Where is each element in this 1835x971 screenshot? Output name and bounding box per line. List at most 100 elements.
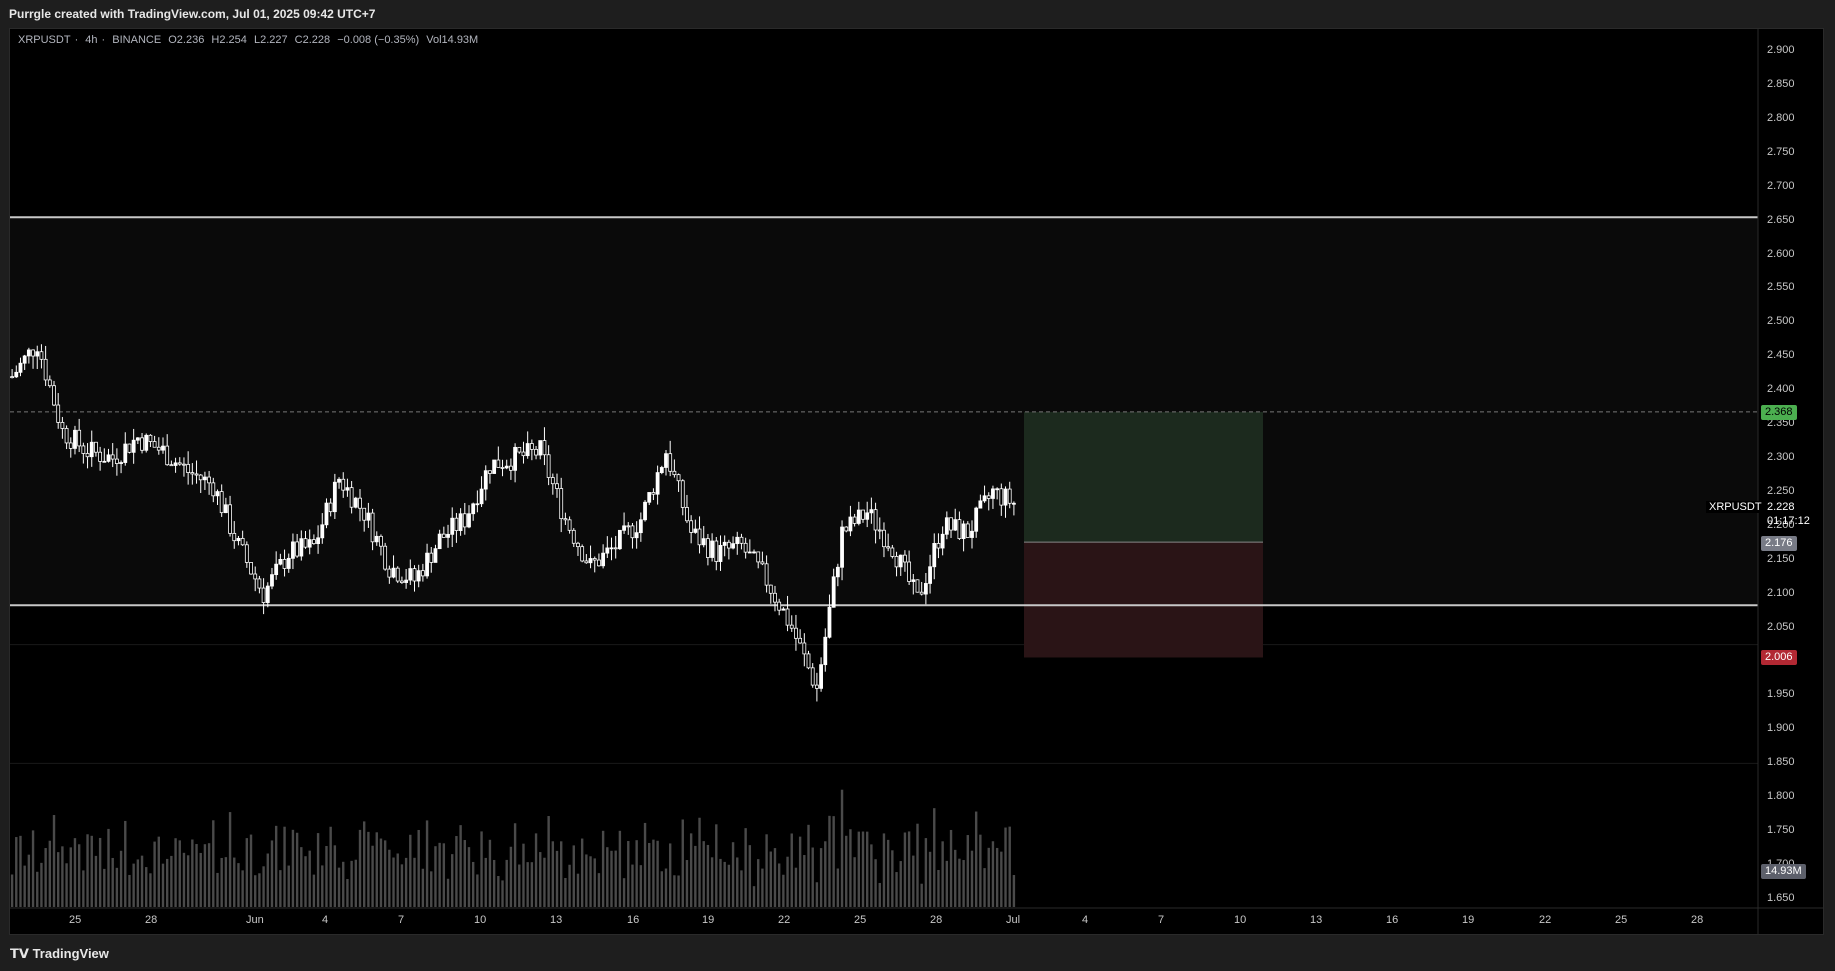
candle-body bbox=[559, 488, 564, 520]
candle-body bbox=[253, 573, 258, 580]
volume-bar bbox=[547, 816, 550, 907]
candle-body bbox=[311, 539, 316, 545]
candle-body bbox=[865, 512, 870, 520]
candle-body bbox=[349, 487, 354, 508]
candle-body bbox=[856, 509, 861, 524]
volume-bar bbox=[979, 834, 982, 907]
candle-body bbox=[404, 579, 409, 583]
candle-body bbox=[597, 559, 601, 567]
candle-body bbox=[932, 543, 937, 568]
volume-bar bbox=[342, 861, 345, 907]
candle-body bbox=[64, 428, 69, 444]
candle-body bbox=[257, 578, 262, 589]
candle-body bbox=[408, 568, 413, 581]
legend-interval[interactable]: 4h bbox=[85, 34, 98, 46]
time-tick-label: 4 bbox=[322, 914, 329, 926]
time-tick-label: 22 bbox=[778, 914, 791, 926]
volume-bar bbox=[736, 857, 739, 907]
price-tick-label: 2.800 bbox=[1767, 111, 1795, 124]
volume-bar bbox=[404, 857, 408, 907]
volume-bar bbox=[212, 820, 215, 907]
candle-body bbox=[89, 441, 94, 458]
price-tick-label: 2.500 bbox=[1767, 315, 1795, 328]
volume-bar bbox=[57, 852, 60, 907]
candle-body bbox=[81, 445, 86, 454]
candle-body bbox=[441, 533, 446, 538]
candle-body bbox=[643, 501, 647, 521]
volume-bar bbox=[388, 849, 391, 907]
volume-bar bbox=[367, 831, 370, 907]
candle-body bbox=[1007, 488, 1012, 504]
volume-bar bbox=[379, 838, 383, 907]
price-tick-label: 1.900 bbox=[1767, 722, 1795, 735]
candle-body bbox=[810, 667, 815, 686]
volume-bar bbox=[991, 841, 995, 907]
target-price-tag: 2.368 bbox=[1761, 405, 1797, 420]
candle-body bbox=[898, 554, 903, 568]
volume-bar bbox=[207, 843, 211, 907]
candle-body bbox=[94, 441, 98, 453]
price-tick-label: 2.850 bbox=[1767, 77, 1795, 90]
candle-body bbox=[127, 443, 132, 453]
volume-bar bbox=[656, 840, 659, 907]
volume-bar bbox=[203, 844, 207, 907]
volume-bar bbox=[589, 856, 592, 907]
volume-bar bbox=[891, 850, 894, 907]
legend-symbol[interactable]: XRPUSDT bbox=[18, 34, 71, 46]
volume-bar bbox=[924, 838, 928, 907]
volume-bar bbox=[702, 841, 705, 907]
volume-bar bbox=[438, 842, 441, 907]
volume-bar bbox=[530, 862, 534, 907]
candle-body bbox=[1003, 488, 1008, 506]
candle-body bbox=[240, 537, 245, 546]
volume-bar bbox=[811, 847, 814, 907]
volume-bar bbox=[694, 845, 697, 907]
candle-body bbox=[685, 507, 689, 522]
candle-body bbox=[903, 554, 907, 563]
volume-bar bbox=[199, 852, 202, 907]
volume-bar bbox=[849, 829, 852, 907]
price-tick-label: 1.650 bbox=[1767, 892, 1795, 904]
price-tick-label: 2.600 bbox=[1767, 247, 1795, 260]
candle-body bbox=[483, 470, 488, 490]
candle-body bbox=[647, 492, 652, 503]
candle-body bbox=[328, 502, 333, 513]
candle-body bbox=[471, 503, 476, 515]
volume-bar bbox=[1000, 851, 1003, 907]
candle-body bbox=[961, 523, 966, 539]
candle-body bbox=[693, 528, 698, 533]
candle-body bbox=[261, 587, 266, 603]
candle-body bbox=[400, 580, 404, 583]
volume-bar bbox=[970, 850, 974, 907]
volume-bar bbox=[304, 856, 307, 907]
volume-bar bbox=[480, 831, 483, 907]
candle-body bbox=[668, 453, 673, 472]
price-tick-label: 2.050 bbox=[1767, 620, 1795, 633]
current-symbol-label: XRPUSDT bbox=[1706, 501, 1765, 513]
candle-body bbox=[752, 551, 756, 554]
candle-body bbox=[35, 351, 40, 357]
candle-body bbox=[802, 642, 807, 655]
candle-body bbox=[659, 467, 664, 473]
candle-body bbox=[14, 371, 19, 378]
volume-bar bbox=[878, 882, 881, 907]
time-tick-label: 25 bbox=[854, 914, 867, 926]
candle-body bbox=[911, 579, 916, 582]
time-tick-label: 13 bbox=[1310, 914, 1323, 926]
volume-bar bbox=[534, 833, 538, 907]
price-tick-label: 2.250 bbox=[1767, 484, 1795, 497]
time-tick-label: Jul bbox=[1006, 914, 1021, 926]
legend-low: L2.227 bbox=[253, 34, 288, 46]
candle-body bbox=[785, 608, 790, 626]
tradingview-logo[interactable]: 𝗧𝗩 TradingView bbox=[10, 946, 109, 962]
loss-zone bbox=[1024, 542, 1263, 658]
time-tick-label: 28 bbox=[145, 914, 158, 926]
volume-bar bbox=[903, 832, 907, 907]
time-tick-label: 4 bbox=[1082, 914, 1089, 926]
time-tick-label: 28 bbox=[1691, 914, 1704, 926]
candle-body bbox=[462, 513, 467, 528]
candle-body bbox=[353, 497, 358, 508]
volume-bar bbox=[279, 870, 282, 907]
volume-bar bbox=[631, 864, 634, 907]
